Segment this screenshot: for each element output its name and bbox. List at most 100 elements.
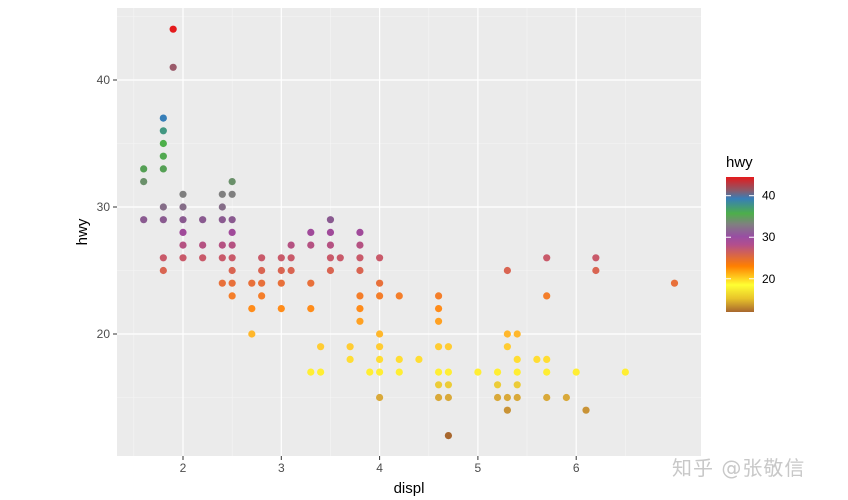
- plot-panel: [117, 8, 701, 456]
- data-point: [287, 241, 295, 249]
- x-tick-label: 2: [180, 461, 187, 475]
- data-point: [277, 254, 285, 262]
- data-point: [434, 305, 443, 313]
- data-point: [159, 114, 167, 122]
- colorbar: [726, 177, 754, 312]
- data-point: [592, 254, 600, 262]
- legend-tick-label: 30: [762, 230, 776, 244]
- y-axis: 20 30 40: [97, 73, 117, 341]
- data-point: [503, 330, 511, 338]
- x-axis: 2 3 4 5 6: [180, 456, 580, 475]
- data-point: [503, 393, 511, 402]
- data-point: [159, 139, 167, 148]
- data-point: [228, 279, 236, 287]
- data-point: [326, 241, 335, 249]
- legend-tick-label: 20: [762, 272, 776, 286]
- data-point: [277, 266, 285, 275]
- data-point: [572, 368, 580, 376]
- data-point: [287, 266, 295, 275]
- data-point: [169, 25, 177, 33]
- data-point: [513, 393, 521, 402]
- data-point: [258, 266, 266, 275]
- major-gridlines: [117, 8, 701, 456]
- legend: hwy 40 30 20: [726, 154, 776, 312]
- data-point: [582, 406, 590, 414]
- data-point: [543, 254, 551, 262]
- data-point: [356, 305, 364, 313]
- data-point: [395, 292, 403, 300]
- data-point: [218, 254, 226, 262]
- data-point: [277, 305, 285, 313]
- data-point: [376, 279, 384, 287]
- data-point: [326, 216, 335, 224]
- data-point: [258, 279, 266, 287]
- data-point: [503, 343, 511, 351]
- data-point: [543, 368, 551, 376]
- data-point: [218, 216, 226, 224]
- data-point: [228, 254, 236, 262]
- data-point: [159, 165, 167, 173]
- data-point: [543, 355, 551, 363]
- data-point: [159, 152, 167, 160]
- data-point: [307, 368, 315, 376]
- data-point: [307, 279, 315, 287]
- data-point: [179, 228, 187, 236]
- y-axis-title: hwy: [74, 218, 91, 245]
- data-point: [493, 381, 502, 389]
- data-point: [434, 317, 443, 325]
- data-point: [513, 381, 521, 389]
- data-point: [199, 254, 207, 262]
- data-point: [248, 279, 256, 287]
- data-point: [376, 330, 384, 338]
- data-point: [307, 241, 315, 249]
- data-point: [376, 343, 384, 351]
- y-tick-label: 30: [97, 200, 111, 214]
- data-point: [326, 266, 335, 275]
- data-point: [356, 292, 364, 300]
- data-point: [562, 393, 570, 402]
- data-point: [621, 368, 629, 376]
- y-tick-label: 20: [97, 327, 111, 341]
- data-point: [159, 203, 167, 211]
- data-point: [228, 178, 236, 186]
- data-point: [140, 216, 148, 224]
- data-point: [169, 63, 177, 71]
- data-point: [346, 343, 354, 351]
- data-point: [503, 266, 511, 275]
- data-point: [218, 241, 226, 249]
- data-point: [376, 355, 384, 363]
- data-point: [592, 266, 600, 275]
- data-point: [543, 393, 551, 402]
- data-points: [140, 25, 679, 440]
- x-tick-label: 3: [278, 461, 285, 475]
- data-point: [356, 241, 364, 249]
- data-point: [307, 305, 315, 313]
- data-point: [356, 266, 364, 275]
- data-point: [395, 355, 403, 363]
- data-point: [218, 203, 226, 211]
- data-point: [199, 216, 207, 224]
- data-point: [356, 317, 364, 325]
- x-tick-label: 4: [376, 461, 383, 475]
- data-point: [395, 368, 403, 376]
- data-point: [513, 368, 521, 376]
- data-point: [228, 190, 236, 198]
- x-axis-title: displ: [394, 480, 425, 497]
- data-point: [317, 368, 325, 376]
- data-point: [503, 406, 511, 414]
- data-point: [376, 292, 384, 300]
- y-tick-label: 40: [97, 73, 111, 87]
- legend-tick-label: 40: [762, 189, 776, 203]
- data-point: [444, 343, 453, 351]
- data-point: [513, 330, 521, 338]
- data-point: [444, 381, 453, 389]
- data-point: [258, 254, 266, 262]
- data-point: [199, 241, 207, 249]
- minor-gridlines: [117, 8, 701, 456]
- data-point: [307, 228, 315, 236]
- data-point: [140, 165, 148, 173]
- data-point: [444, 393, 453, 402]
- data-point: [415, 355, 423, 363]
- data-point: [248, 305, 256, 313]
